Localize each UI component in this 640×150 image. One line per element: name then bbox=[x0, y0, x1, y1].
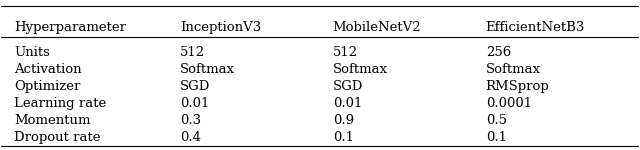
Text: Optimizer: Optimizer bbox=[14, 80, 81, 93]
Text: 0.1: 0.1 bbox=[333, 131, 354, 144]
Text: 0.3: 0.3 bbox=[180, 114, 201, 127]
Text: Hyperparameter: Hyperparameter bbox=[14, 21, 126, 34]
Text: Softmax: Softmax bbox=[333, 63, 388, 76]
Text: 0.5: 0.5 bbox=[486, 114, 507, 127]
Text: Softmax: Softmax bbox=[180, 63, 235, 76]
Text: MobileNetV2: MobileNetV2 bbox=[333, 21, 421, 34]
Text: 0.01: 0.01 bbox=[180, 97, 209, 110]
Text: Softmax: Softmax bbox=[486, 63, 541, 76]
Text: Units: Units bbox=[14, 46, 50, 59]
Text: RMSprop: RMSprop bbox=[486, 80, 549, 93]
Text: Dropout rate: Dropout rate bbox=[14, 131, 100, 144]
Text: Activation: Activation bbox=[14, 63, 82, 76]
Text: InceptionV3: InceptionV3 bbox=[180, 21, 261, 34]
Text: EfficientNetB3: EfficientNetB3 bbox=[486, 21, 585, 34]
Text: 0.0001: 0.0001 bbox=[486, 97, 532, 110]
Text: Momentum: Momentum bbox=[14, 114, 91, 127]
Text: 256: 256 bbox=[486, 46, 511, 59]
Text: 0.9: 0.9 bbox=[333, 114, 354, 127]
Text: 0.01: 0.01 bbox=[333, 97, 362, 110]
Text: SGD: SGD bbox=[333, 80, 363, 93]
Text: SGD: SGD bbox=[180, 80, 210, 93]
Text: 0.1: 0.1 bbox=[486, 131, 507, 144]
Text: 512: 512 bbox=[180, 46, 205, 59]
Text: 512: 512 bbox=[333, 46, 358, 59]
Text: 0.4: 0.4 bbox=[180, 131, 201, 144]
Text: Learning rate: Learning rate bbox=[14, 97, 106, 110]
